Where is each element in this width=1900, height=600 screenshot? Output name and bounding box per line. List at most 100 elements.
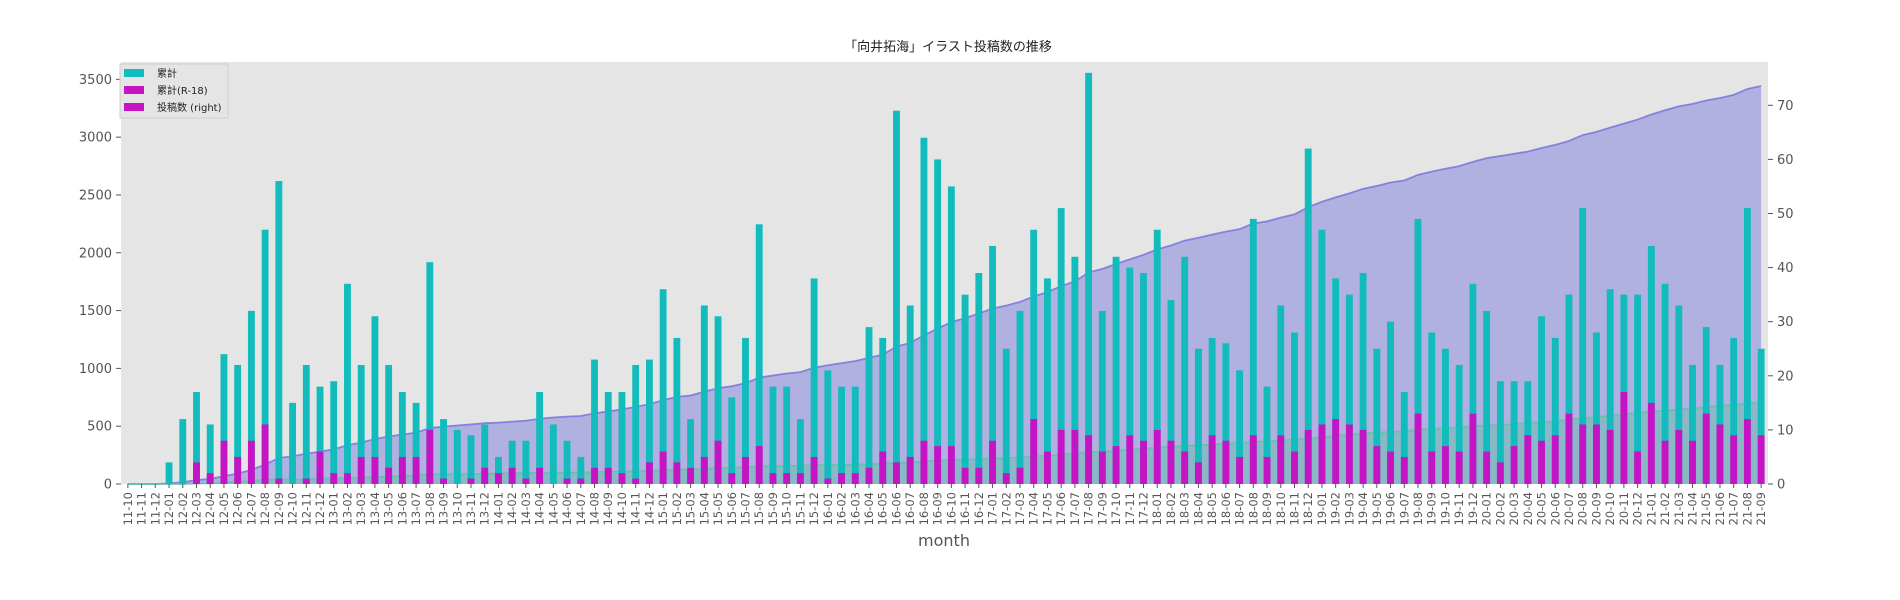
x-tick-label: 14-10	[615, 492, 629, 525]
bar-monthly-total-12-01	[165, 462, 173, 484]
bar-monthly-total-12-12	[316, 386, 324, 484]
bar-monthly-r18-17-04	[1030, 419, 1038, 484]
x-tick-label: 21-04	[1686, 492, 1700, 525]
bar-monthly-total-16-05	[879, 337, 887, 484]
x-tick-label: 15-12	[807, 492, 821, 525]
x-axis-label: month	[918, 531, 970, 550]
bar-monthly-total-17-04	[1030, 229, 1038, 484]
x-tick-label: 18-07	[1233, 492, 1247, 525]
x-tick-label: 14-04	[533, 492, 547, 525]
bar-monthly-total-17-12	[1140, 273, 1147, 484]
x-tick-label: 13-10	[450, 492, 464, 525]
bar-monthly-total-21-04	[1689, 364, 1696, 484]
bar-monthly-r18-21-02	[1661, 440, 1669, 484]
bar-monthly-total-14-01	[495, 456, 502, 484]
bar-monthly-r18-19-04	[1359, 429, 1367, 484]
bar-monthly-total-12-06	[234, 364, 242, 484]
bar-monthly-r18-19-06	[1387, 451, 1394, 484]
bar-monthly-total-16-02	[838, 386, 845, 484]
x-tick-label: 19-02	[1329, 492, 1343, 525]
x-tick-label: 20-11	[1617, 492, 1631, 525]
bar-monthly-r18-18-03	[1181, 451, 1189, 484]
x-tick-label: 12-10	[286, 492, 300, 525]
x-tick-label: 21-07	[1727, 492, 1741, 525]
bar-monthly-total-19-09	[1428, 332, 1436, 484]
bar-monthly-r18-16-08	[920, 440, 928, 484]
bar-monthly-total-14-02	[508, 440, 516, 484]
x-tick-label: 17-03	[1013, 492, 1027, 525]
x-tick-label: 12-05	[217, 492, 231, 525]
bar-monthly-total-21-03	[1675, 305, 1683, 484]
bar-monthly-total-20-09	[1593, 332, 1600, 484]
x-tick-label: 18-03	[1178, 492, 1192, 525]
x-tick-label: 18-09	[1260, 492, 1274, 525]
x-tick-label: 17-01	[986, 492, 1000, 525]
bar-monthly-r18-19-08	[1414, 413, 1422, 484]
bar-monthly-total-13-05	[385, 364, 393, 484]
bar-monthly-total-19-01	[1318, 229, 1326, 484]
legend-label-cumulative-r18: 累計(R-18)	[157, 84, 208, 97]
bar-monthly-r18-17-11	[1126, 435, 1134, 484]
bar-monthly-total-15-11	[796, 419, 804, 484]
bar-monthly-r18-14-09	[604, 467, 612, 484]
x-tick-label: 12-07	[244, 492, 258, 525]
x-tick-label: 18-05	[1205, 492, 1219, 525]
bar-monthly-total-18-09	[1263, 386, 1271, 484]
x-tick-label: 13-02	[340, 492, 354, 525]
bar-monthly-r18-16-07	[906, 456, 914, 484]
bar-monthly-total-18-06	[1222, 343, 1230, 484]
x-tick-label: 15-11	[793, 492, 807, 525]
bar-monthly-total-12-03	[193, 392, 200, 484]
x-tick-label: 20-06	[1548, 492, 1562, 525]
bar-monthly-r18-17-01	[989, 440, 996, 484]
bar-monthly-total-16-04	[865, 327, 873, 484]
x-tick-label: 17-09	[1095, 492, 1109, 525]
bar-monthly-r18-17-09	[1098, 451, 1106, 484]
y-left-tick-label: 1500	[79, 304, 112, 319]
bar-monthly-r18-21-08	[1743, 419, 1751, 484]
x-tick-label: 20-04	[1521, 492, 1535, 525]
x-tick-label: 17-02	[999, 492, 1013, 525]
y-right-tick-label: 40	[1777, 261, 1794, 276]
bar-monthly-total-15-09	[769, 386, 777, 484]
bar-monthly-r18-15-05	[714, 440, 722, 484]
bar-monthly-total-12-11	[302, 364, 310, 484]
bar-monthly-r18-20-02	[1496, 462, 1504, 484]
bar-monthly-r18-19-03	[1345, 424, 1353, 484]
bar-monthly-r18-18-01	[1153, 429, 1161, 484]
x-tick-label: 21-03	[1672, 492, 1686, 525]
bar-monthly-r18-18-09	[1263, 456, 1271, 484]
bar-monthly-r18-14-07	[577, 478, 585, 484]
x-tick-label: 18-12	[1301, 492, 1315, 525]
bar-monthly-total-17-09	[1098, 310, 1106, 484]
bar-monthly-r18-20-08	[1579, 424, 1587, 484]
bar-monthly-r18-15-06	[728, 473, 736, 484]
bar-monthly-total-14-05	[549, 424, 557, 484]
x-tick-label: 16-04	[862, 492, 876, 525]
bar-monthly-r18-12-05	[220, 440, 228, 484]
bar-monthly-total-14-04	[536, 392, 544, 484]
bar-monthly-r18-17-02	[1002, 473, 1010, 484]
x-tick-label: 18-01	[1150, 492, 1164, 525]
x-tick-label: 14-08	[588, 492, 602, 525]
bar-monthly-r18-16-02	[838, 473, 845, 484]
bar-monthly-r18-18-05	[1208, 435, 1216, 484]
x-tick-label: 13-04	[368, 492, 382, 525]
legend: 累計 累計(R-18) 投稿数 (right)	[119, 63, 229, 119]
bar-monthly-r18-20-03	[1510, 446, 1518, 484]
bar-monthly-total-12-07	[247, 310, 255, 484]
bar-monthly-total-17-10	[1112, 256, 1120, 484]
x-tick-label: 16-01	[821, 492, 835, 525]
bar-monthly-total-13-12	[481, 424, 489, 484]
x-tick-label: 20-02	[1493, 492, 1507, 525]
x-tick-label: 16-12	[972, 492, 986, 525]
x-tick-label: 17-07	[1068, 492, 1082, 525]
bar-monthly-total-17-02	[1002, 348, 1010, 484]
bar-monthly-r18-17-06	[1057, 429, 1065, 484]
bar-monthly-r18-18-06	[1222, 440, 1230, 484]
bar-monthly-r18-15-03	[687, 467, 695, 484]
bar-monthly-r18-19-05	[1373, 446, 1381, 484]
bar-monthly-r18-12-08	[261, 424, 269, 484]
x-tick-label: 21-05	[1699, 492, 1713, 525]
bar-monthly-total-15-03	[687, 419, 695, 484]
